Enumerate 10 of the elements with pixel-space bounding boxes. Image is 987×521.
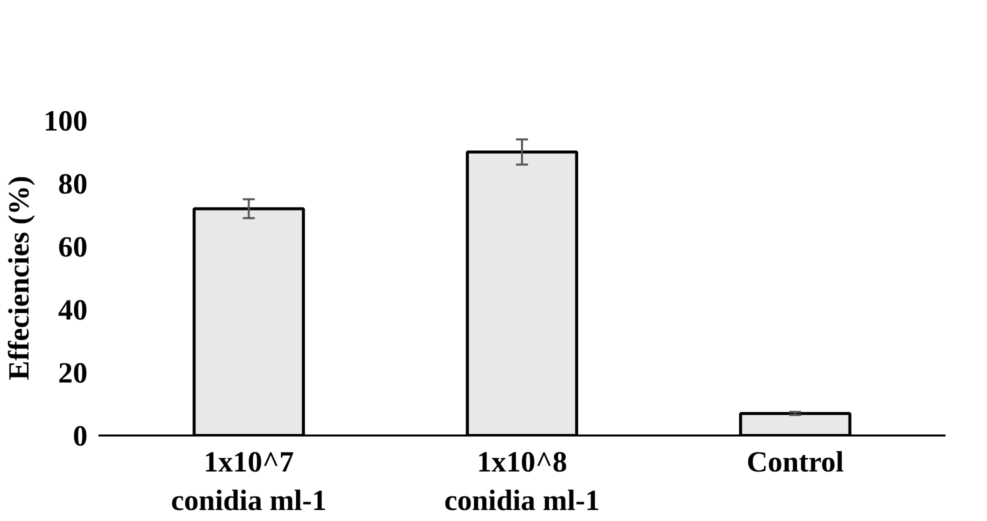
x-tick-label: Control <box>746 446 844 478</box>
x-tick-label: 1x10^7 conidia ml-1 <box>170 446 327 517</box>
x-tick-label: 1x10^8 conidia ml-1 <box>444 446 600 517</box>
y-tick-label: 40 <box>58 294 88 326</box>
y-tick-label: 60 <box>58 232 88 264</box>
y-tick-label: 80 <box>58 168 88 200</box>
y-tick-label: 100 <box>44 106 88 138</box>
y-tick-label: 20 <box>58 358 88 390</box>
y-axis-title: Effeciencies (%) <box>4 176 36 380</box>
y-tick-label: 0 <box>72 420 88 452</box>
